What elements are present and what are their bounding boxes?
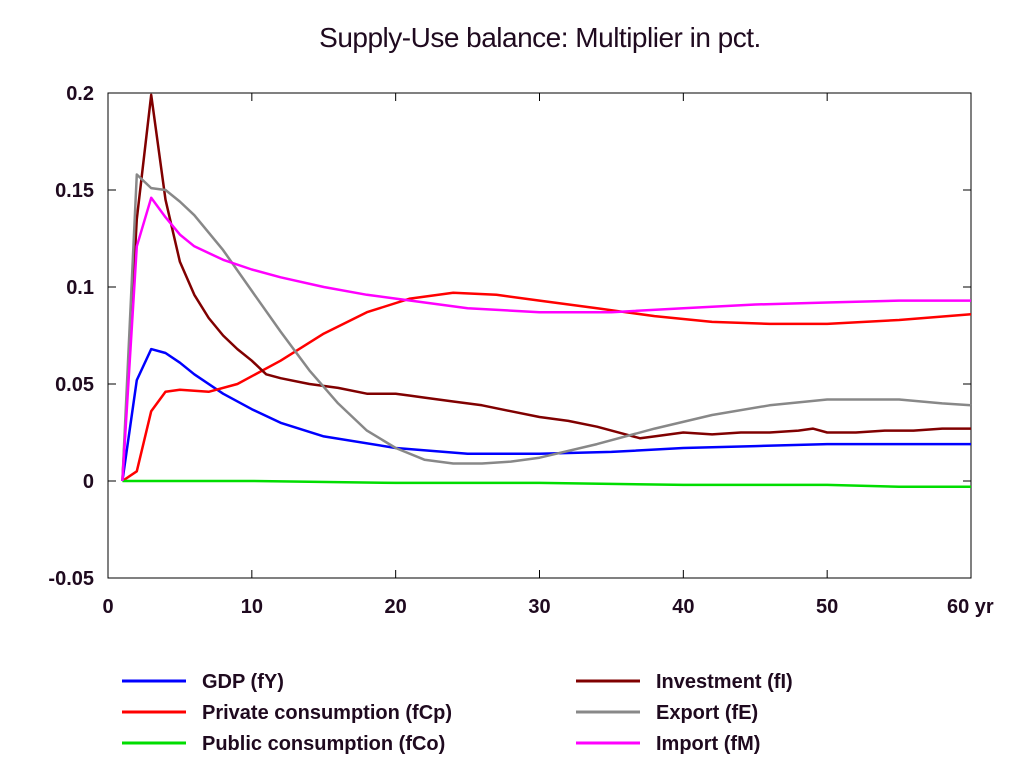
x-tick-label: 30 [528,596,550,618]
legend: GDP (fY) Private consumption (fCp) Public … [122,671,793,755]
series-line-public-consumption-fco [122,479,971,489]
x-tick-label: 50 [816,596,838,618]
x-tick-label: 0 [102,596,113,618]
y-tick-label: 0.1 [66,277,94,299]
series-line-investment-fi [121,93,971,482]
legend-item-investment-fi: Investment (fI) [576,671,793,693]
series-line-gdp-fy [121,347,971,482]
plot-border [107,92,972,579]
x-tick-label: 10 [241,596,263,618]
y-tick-label: 0 [83,471,94,493]
series-line-import-fm [121,196,971,482]
legend-label: Import (fM) [656,733,760,755]
legend-label: GDP (fY) [202,671,284,693]
legend-label: Investment (fI) [656,671,793,693]
x-tick-label: 40 [672,596,694,618]
y-tick-label: -0.05 [48,568,94,590]
legend-item-gdp-fy: GDP (fY) [122,671,284,693]
y-tick-label: 0.05 [55,374,94,396]
y-tick-label: 0.2 [66,83,94,105]
x-tick-label: 60 yr [947,596,994,618]
x-tick-label: 20 [385,596,407,618]
plot-frame [107,92,972,579]
series-line-export-fe [121,173,972,482]
series-line-private-consumption-fcp [121,291,972,483]
legend-label: Export (fE) [656,702,758,724]
legend-item-public-consumption-fco: Public consumption (fCo) [122,733,445,755]
y-tick-label: 0.15 [55,180,94,202]
y-axis: -0.05 0 0.05 0.1 0.15 0.2 [48,83,971,590]
legend-item-private-consumption-fcp: Private consumption (fCp) [122,702,452,724]
legend-item-import-fm: Import (fM) [576,733,760,755]
legend-label: Public consumption (fCo) [202,733,445,755]
legend-item-export-fe: Export (fE) [576,702,758,724]
series-lines [121,93,972,489]
legend-label: Private consumption (fCp) [202,702,452,724]
x-axis: 0 10 20 30 40 50 60 yr [102,93,994,618]
chart-title: Supply-Use balance: Multiplier in pct. [319,22,761,53]
